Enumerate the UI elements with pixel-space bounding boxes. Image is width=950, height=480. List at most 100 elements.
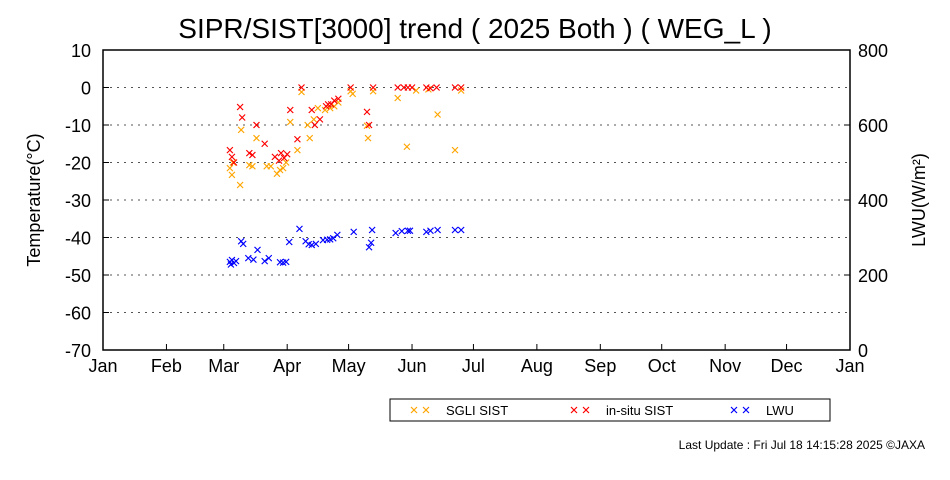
- lwu-point: [308, 241, 316, 249]
- x-tick-label: Feb: [151, 356, 182, 376]
- in-situ-sist-point: [363, 108, 371, 116]
- lwu-point: [254, 246, 261, 254]
- in-situ-sist-point: [330, 97, 338, 105]
- x-tick-label: Mar: [208, 356, 239, 376]
- x-tick-label: Aug: [521, 356, 553, 376]
- y-tick-label: 0: [81, 79, 91, 99]
- lwu-point: [451, 226, 459, 234]
- lwu-point: [367, 239, 375, 247]
- legend: [389, 398, 831, 422]
- x-tick-label: Jan: [88, 356, 117, 376]
- y2-tick-label: 600: [858, 116, 888, 136]
- sgli-sist-point: [276, 166, 284, 174]
- lwu-point: [368, 226, 376, 234]
- y-tick-label: -50: [65, 266, 91, 286]
- lwu-point: [333, 231, 341, 239]
- sgli-sist-point: [294, 146, 301, 154]
- lwu-point: [365, 243, 373, 251]
- lwu-point: [232, 257, 240, 265]
- in-situ-sist-point: [238, 114, 246, 121]
- y2-tick-label: 200: [858, 266, 888, 286]
- in-situ-sist-point: [275, 157, 283, 165]
- sgli-sist-point: [363, 122, 371, 130]
- sgli-sist-point: [304, 121, 312, 129]
- sgli-sist-point: [394, 94, 402, 102]
- in-situ-sist-point: [369, 84, 377, 91]
- chart-title: SIPR/SIST[3000] trend ( 2025 Both ) ( WE…: [178, 13, 771, 44]
- x-tick-label: Dec: [771, 356, 803, 376]
- sgli-sist-point: [253, 134, 260, 142]
- sgli-sist-point: [279, 164, 287, 172]
- x-tick-label: Jun: [398, 356, 427, 376]
- in-situ-sist-point: [365, 121, 373, 129]
- in-situ-sist-point: [228, 153, 236, 161]
- y-tick-label: -40: [65, 229, 91, 249]
- legend-marker: [422, 406, 430, 414]
- y-tick-label: -30: [65, 191, 91, 211]
- x-tick-label: Jan: [835, 356, 864, 376]
- sgli-sist-point: [306, 134, 314, 142]
- in-situ-sist-point: [294, 135, 301, 143]
- in-situ-sist-point: [457, 84, 465, 91]
- x-tick-label: Sep: [584, 356, 616, 376]
- in-situ-sist-point: [347, 84, 355, 91]
- in-situ-sist-point: [226, 146, 234, 154]
- lwu-point: [249, 256, 257, 264]
- legend-label: SGLI SIST: [446, 403, 508, 418]
- in-situ-sist-point: [324, 100, 332, 108]
- lwu-point: [398, 227, 406, 235]
- x-tick-label: Oct: [648, 356, 676, 376]
- in-situ-sist-point: [308, 106, 316, 114]
- in-situ-sist-point: [283, 150, 291, 158]
- lwu-point: [427, 227, 434, 235]
- in-situ-sist-point: [394, 84, 402, 91]
- lwu-point: [261, 257, 269, 265]
- in-situ-sist-point: [230, 159, 238, 166]
- lwu-point: [228, 256, 236, 264]
- x-tick-label: Jul: [462, 356, 485, 376]
- legend-marker: [582, 406, 590, 414]
- sgli-sist-point: [267, 162, 275, 170]
- y-tick-label: -60: [65, 304, 91, 324]
- sgli-sist-point: [457, 87, 465, 94]
- in-situ-sist-point: [245, 149, 253, 157]
- y2-tick-label: 400: [858, 191, 888, 211]
- sgli-sist-point: [228, 171, 236, 179]
- lwu-point: [406, 227, 414, 235]
- lwu-point: [244, 254, 252, 262]
- in-situ-sist-point: [334, 95, 342, 103]
- sgli-sist-point: [248, 162, 256, 170]
- sgli-sist-point: [403, 143, 411, 151]
- lwu-point: [285, 238, 293, 246]
- sgli-sist-point: [310, 115, 318, 123]
- lwu-point: [434, 226, 442, 234]
- in-situ-sist-point: [261, 140, 269, 148]
- sgli-sist-point: [364, 134, 372, 142]
- in-situ-sist-point: [236, 103, 244, 111]
- in-situ-sist-point: [408, 84, 416, 91]
- sgli-sist-point: [282, 159, 290, 166]
- x-tick-label: Nov: [709, 356, 741, 376]
- in-situ-sist-point: [316, 115, 324, 123]
- lwu-point: [457, 226, 465, 234]
- sgli-sist-point: [236, 181, 244, 189]
- sgli-sist-point: [226, 164, 234, 172]
- y-tick-label: -20: [65, 154, 91, 174]
- x-tick-label: May: [332, 356, 366, 376]
- in-situ-sist-point: [433, 84, 441, 91]
- sgli-sist-point: [237, 126, 245, 134]
- legend-marker: [742, 406, 750, 414]
- legend-marker: [730, 406, 738, 414]
- lwu-point: [265, 254, 273, 262]
- lwu-point: [392, 229, 400, 237]
- sgli-sist-point: [349, 90, 357, 98]
- y-axis-label: Temperature(°C): [24, 133, 44, 266]
- lwu-point: [282, 258, 290, 266]
- x-tick-label: Apr: [273, 356, 301, 376]
- y2-tick-label: 0: [858, 341, 868, 361]
- y2-axis-label: LWU(W/m²): [909, 153, 929, 247]
- in-situ-sist-point: [451, 84, 459, 91]
- lwu-point: [422, 228, 430, 236]
- y-tick-label: -10: [65, 116, 91, 136]
